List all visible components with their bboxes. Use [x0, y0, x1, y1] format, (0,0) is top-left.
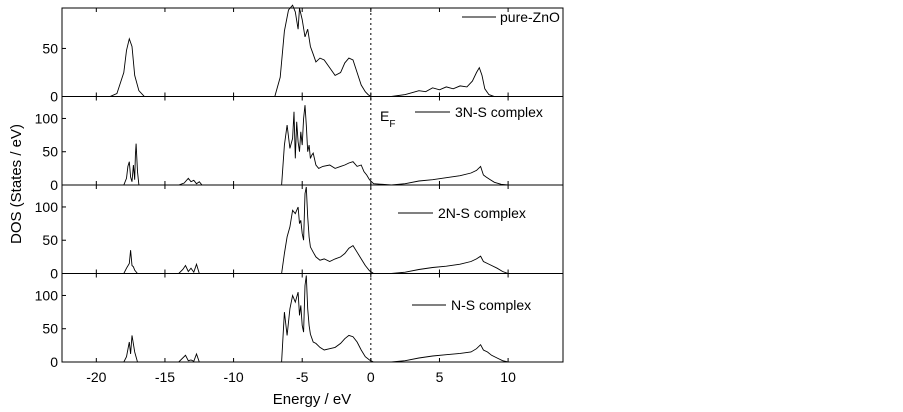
panel-1: 0 50 pure-ZnO: [42, 4, 564, 105]
fermi-label-subscript: F: [389, 119, 395, 130]
dos-series-line: [62, 4, 522, 97]
x-tick-label: -10: [223, 369, 243, 385]
panel-frame: [61, 184, 564, 274]
legend-label: 3N-S complex: [455, 104, 543, 120]
y-tick-label: 0: [50, 177, 58, 193]
y-tick-label: 100: [35, 287, 59, 303]
x-tick-label: 5: [436, 369, 444, 385]
x-tick-label: -15: [155, 369, 175, 385]
panel-frame: [61, 273, 564, 363]
y-tick-label: 50: [42, 232, 58, 248]
y-tick-label: 50: [42, 321, 58, 337]
dos-panels: 0 50 pure-ZnO 0 50 100 3N-S complex 0 50 100 2N-S …: [35, 4, 564, 370]
y-tick-label: 100: [35, 199, 59, 215]
x-tick-label: 0: [367, 369, 375, 385]
y-tick-label: 0: [50, 89, 58, 105]
panel-3: 0 50 100 2N-S complex: [35, 184, 564, 282]
legend-label: pure-ZnO: [500, 9, 560, 25]
y-tick-label: 50: [42, 40, 58, 56]
y-tick-label: 0: [50, 266, 58, 282]
fermi-level-label: EF: [380, 108, 395, 130]
y-tick-label: 50: [42, 144, 58, 160]
y-tick-label: 100: [35, 110, 59, 126]
x-tick-label: 10: [500, 369, 516, 385]
y-tick-label: 0: [50, 354, 58, 370]
x-axis-title: Energy / eV: [273, 391, 351, 408]
x-tick-label: -5: [296, 369, 309, 385]
x-axis-ticks: -20 -15 -10 -5 0 5 10: [86, 369, 516, 385]
panel-2: 0 50 100 3N-S complex: [35, 96, 564, 193]
dos-series-line: [62, 186, 522, 274]
fermi-label-main: E: [380, 108, 389, 124]
dos-series-line: [62, 275, 522, 363]
panel-4: 0 50 100 N-S complex: [35, 273, 564, 370]
legend-label: 2N-S complex: [438, 205, 526, 221]
y-axis-title: DOS (States / eV): [8, 124, 25, 244]
legend-label: N-S complex: [451, 297, 531, 313]
dos-series-line: [62, 105, 522, 186]
x-tick-label: -20: [86, 369, 106, 385]
